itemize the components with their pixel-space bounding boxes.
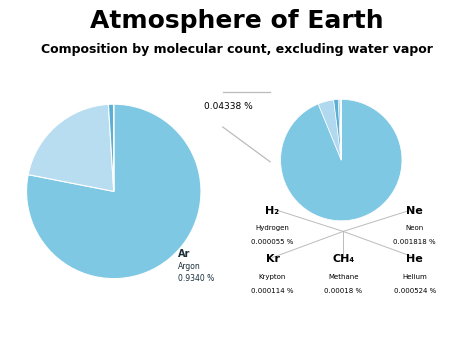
Wedge shape: [334, 100, 341, 160]
Text: CO₂: CO₂: [330, 110, 356, 123]
Text: 0.000524 %: 0.000524 %: [393, 288, 436, 294]
Text: Ne: Ne: [406, 206, 423, 216]
Text: Atmosphere of Earth: Atmosphere of Earth: [90, 9, 384, 33]
Text: 0.000055 %: 0.000055 %: [251, 239, 294, 245]
Text: He: He: [406, 254, 423, 264]
Text: Helium: Helium: [402, 274, 427, 280]
Text: 0.0407 %: 0.0407 %: [327, 138, 360, 144]
Wedge shape: [318, 100, 341, 160]
Text: Methane: Methane: [328, 274, 358, 280]
Text: Composition by molecular count, excluding water vapor: Composition by molecular count, excludin…: [41, 44, 433, 56]
Text: Nitrogen: Nitrogen: [36, 167, 78, 177]
Text: Krypton: Krypton: [259, 274, 286, 280]
Text: 0.000114 %: 0.000114 %: [251, 288, 294, 294]
Text: 0.001818 %: 0.001818 %: [393, 239, 436, 245]
Wedge shape: [28, 104, 114, 191]
Text: 20.946 %: 20.946 %: [119, 171, 170, 181]
Text: 0.9340 %: 0.9340 %: [178, 274, 214, 283]
Text: 0.00018 %: 0.00018 %: [324, 288, 362, 294]
Text: Oxygen: Oxygen: [126, 153, 164, 163]
Wedge shape: [281, 100, 402, 221]
Wedge shape: [338, 100, 341, 160]
Text: 78.084 %: 78.084 %: [31, 185, 82, 195]
Wedge shape: [340, 100, 341, 160]
Text: H₂: H₂: [265, 206, 280, 216]
Text: CH₄: CH₄: [332, 254, 354, 264]
Text: O₂: O₂: [135, 132, 155, 147]
Wedge shape: [27, 104, 201, 279]
Text: Neon: Neon: [406, 226, 424, 231]
Text: Hydrogen: Hydrogen: [255, 226, 290, 231]
Text: 0.04338 %: 0.04338 %: [204, 102, 253, 111]
Text: N₂: N₂: [46, 142, 68, 160]
Text: Carbon dioxide: Carbon dioxide: [317, 127, 369, 134]
Wedge shape: [109, 104, 114, 191]
Text: Argon: Argon: [178, 262, 201, 271]
Text: Kr: Kr: [265, 254, 280, 264]
Text: Ar: Ar: [178, 249, 190, 259]
